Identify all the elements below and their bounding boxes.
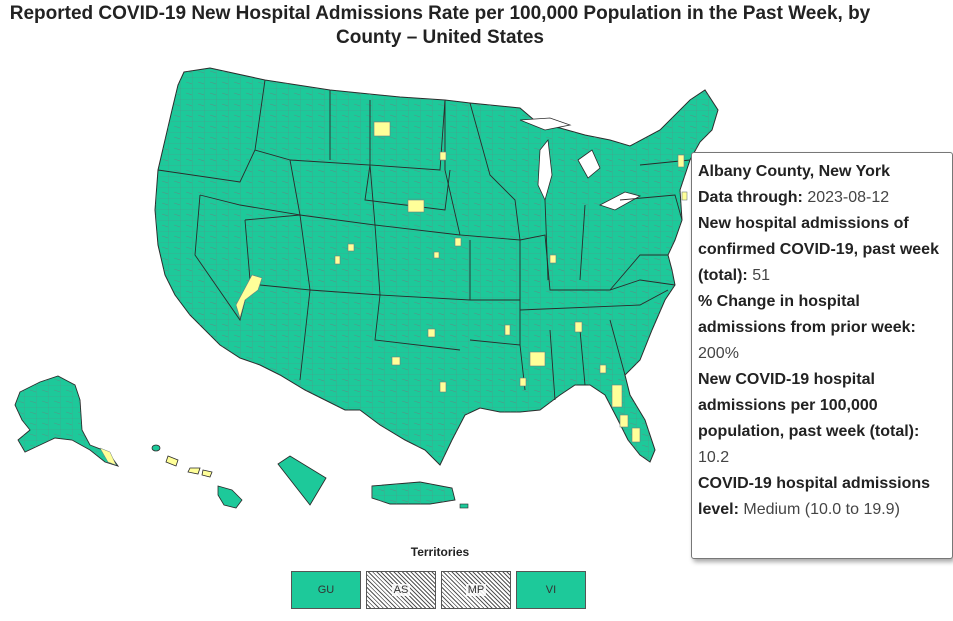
tooltip-data-through-value: 2023-08-12 [807,189,890,206]
state-borders [157,79,691,401]
county-tooltip: Albany County, New York Data through: 20… [691,152,953,559]
territory-vi-label: VI [545,584,557,596]
territory-as[interactable]: AS [366,571,436,609]
lake-superior [519,117,572,131]
puerto-rico[interactable] [371,481,469,509]
territory-gu-label: GU [317,584,335,596]
tooltip-rate-label: New COVID-19 hospital admissions per 100… [698,371,920,440]
territory-gu[interactable]: GU [291,571,361,609]
territories-label: Territories [410,545,470,559]
contiguous-us[interactable] [154,67,719,466]
tooltip-pct-change-label: % Change in hospital admissions from pri… [698,293,916,336]
tooltip-level-range: (10.0 to 19.9) [804,501,900,518]
lake-michigan [537,138,553,202]
tooltip-level-label: COVID-19 hospital admissions level: [698,475,931,518]
territory-vi[interactable]: VI [516,571,586,609]
tooltip-rate-value: 10.2 [698,449,730,466]
alaska[interactable] [14,375,120,467]
territory-mp[interactable]: MP [441,571,511,609]
tooltip-admissions-value: 51 [752,267,771,284]
territory-mp-label: MP [465,584,487,596]
territory-as-label: AS [391,584,411,596]
lake-huron [577,149,601,179]
tooltip-county-name: Albany County, New York [698,163,891,180]
tooltip-data-through-label: Data through: [698,189,803,206]
map-title: Reported COVID-19 New Hospital Admission… [9,3,871,48]
lake-erie [598,191,642,211]
tooltip-level-value: Medium [743,501,801,518]
hawaii[interactable] [151,444,243,509]
tooltip-pct-change-value: 200% [698,345,739,362]
tooltip-admissions-label: New hospital admissions of confirmed COV… [698,215,939,284]
guam-shape[interactable] [277,455,327,506]
highlighted-counties[interactable] [235,121,688,443]
alaska-highlight [99,447,117,466]
county-borders [155,68,718,465]
